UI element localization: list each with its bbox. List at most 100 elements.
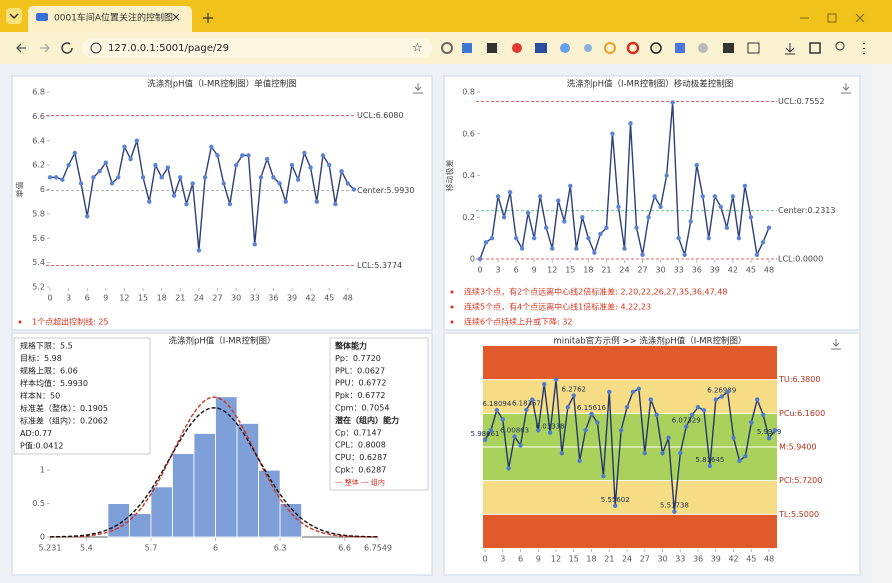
data-point bbox=[604, 225, 609, 230]
forward-button[interactable] bbox=[40, 43, 50, 53]
download-icon[interactable] bbox=[841, 83, 851, 94]
capability-line: CPL：0.8008 bbox=[335, 441, 386, 450]
annotation: 连续5个点，有4个点远离中心线1倍标准差: 4,22,23 bbox=[464, 302, 651, 312]
data-point bbox=[314, 199, 319, 204]
ext-icon[interactable] bbox=[747, 42, 760, 54]
zone-label: M:5.9400 bbox=[779, 443, 817, 452]
ext-icon[interactable] bbox=[723, 43, 734, 53]
x-tick-label: 45 bbox=[324, 294, 334, 303]
ext-icon[interactable] bbox=[626, 41, 640, 55]
downloads[interactable] bbox=[785, 43, 795, 55]
active-tab[interactable] bbox=[28, 6, 192, 32]
x-tick-label: 6.6 bbox=[338, 544, 351, 553]
zone-label: TU:6.3800 bbox=[778, 375, 820, 384]
x-tick-label: 48 bbox=[343, 294, 353, 303]
ext-icon[interactable] bbox=[560, 43, 570, 53]
data-point bbox=[553, 377, 559, 382]
y-tick-label: 6.6 bbox=[32, 112, 45, 121]
data-label: 5.81645 bbox=[695, 456, 724, 464]
y-tick-label: 0.5 bbox=[32, 499, 45, 508]
close-window[interactable] bbox=[855, 13, 865, 23]
ext-icon[interactable] bbox=[512, 43, 522, 53]
ext-icon[interactable] bbox=[487, 43, 497, 53]
data-point bbox=[184, 201, 189, 207]
ext-icon[interactable] bbox=[675, 43, 685, 53]
ext-icon[interactable] bbox=[441, 42, 453, 54]
data-point bbox=[538, 194, 543, 199]
x-tick-label: 9 bbox=[532, 266, 537, 275]
tab-title: 0001车间A位置关注的控制图 bbox=[54, 12, 173, 24]
y-tick-label: 0 bbox=[40, 533, 45, 542]
histogram-bar bbox=[215, 396, 238, 538]
data-point bbox=[694, 162, 699, 168]
data-point bbox=[320, 153, 326, 158]
download-icon[interactable] bbox=[831, 339, 841, 350]
data-point bbox=[754, 252, 760, 258]
data-point bbox=[700, 194, 705, 199]
data-label: 6.26989 bbox=[707, 387, 736, 395]
data-point bbox=[748, 215, 754, 220]
data-point bbox=[725, 389, 730, 395]
data-point bbox=[707, 463, 713, 469]
data-label: 6.18094 bbox=[482, 400, 511, 408]
x-tick-label: 48 bbox=[764, 555, 774, 564]
maximize[interactable] bbox=[827, 13, 837, 23]
x-tick-label: 5.231 bbox=[39, 544, 62, 553]
x-tick-label: 15 bbox=[565, 266, 575, 275]
x-tick-label: 30 bbox=[657, 555, 667, 564]
data-point bbox=[264, 156, 270, 162]
download-icon[interactable] bbox=[413, 83, 423, 94]
x-tick-label: 33 bbox=[674, 266, 684, 275]
data-point bbox=[568, 183, 573, 189]
data-point bbox=[743, 453, 748, 459]
data-label: 6.07329 bbox=[672, 417, 701, 425]
x-tick-label: 27 bbox=[212, 294, 222, 303]
ext-icon[interactable] bbox=[535, 43, 547, 53]
ext-icon[interactable] bbox=[462, 43, 472, 53]
reload-button[interactable] bbox=[61, 42, 73, 54]
y-tick-label: 0.2 bbox=[462, 213, 475, 222]
ext-icon[interactable] bbox=[650, 42, 662, 54]
y-tick-label: 0.6 bbox=[462, 129, 475, 138]
x-tick-label: 42 bbox=[305, 294, 315, 303]
data-point bbox=[666, 435, 671, 441]
stat-line: 样本N：50 bbox=[20, 391, 60, 401]
zone-band bbox=[483, 480, 777, 515]
data-point bbox=[506, 466, 511, 471]
data-point bbox=[731, 435, 736, 441]
data-point bbox=[339, 169, 344, 174]
tab-close[interactable] bbox=[172, 13, 180, 21]
data-point bbox=[730, 194, 736, 199]
data-point bbox=[78, 181, 84, 186]
x-tick-label: 9 bbox=[536, 555, 541, 564]
site-info[interactable] bbox=[90, 42, 102, 54]
data-point bbox=[737, 458, 742, 463]
back-button[interactable] bbox=[16, 43, 26, 53]
chart-title: minitab官方示例 >> 洗涤剂pH值（I-MR控制图） bbox=[553, 336, 746, 347]
ext-icon[interactable] bbox=[698, 43, 708, 53]
sidebar[interactable] bbox=[809, 42, 821, 54]
data-point bbox=[630, 389, 636, 395]
data-point bbox=[736, 235, 742, 241]
bookmark-star[interactable]: ☆ bbox=[412, 41, 423, 55]
data-label: 5.98661 bbox=[471, 430, 500, 438]
zone-band bbox=[483, 514, 777, 548]
scrollbar[interactable] bbox=[872, 64, 892, 583]
ext-icon[interactable] bbox=[584, 44, 592, 52]
x-tick-label: 3 bbox=[496, 266, 501, 275]
profile[interactable] bbox=[835, 41, 845, 51]
data-point bbox=[559, 450, 565, 456]
tab-menu[interactable] bbox=[6, 8, 22, 24]
stat-line: 标准差（组内）：0.2062 bbox=[20, 416, 108, 426]
y-axis-label: 移动极差 bbox=[445, 160, 455, 192]
x-tick-label: 6.7549 bbox=[364, 544, 392, 553]
data-point bbox=[252, 242, 257, 247]
data-point bbox=[556, 198, 561, 203]
data-point bbox=[85, 214, 90, 219]
y-tick-label: 6.2 bbox=[32, 161, 45, 170]
new-tab[interactable] bbox=[203, 13, 213, 23]
data-point bbox=[536, 427, 541, 433]
ext-icon[interactable] bbox=[604, 42, 616, 54]
address-bar[interactable] bbox=[82, 38, 432, 58]
capability-line: Cpk：0.6287 bbox=[335, 466, 386, 475]
